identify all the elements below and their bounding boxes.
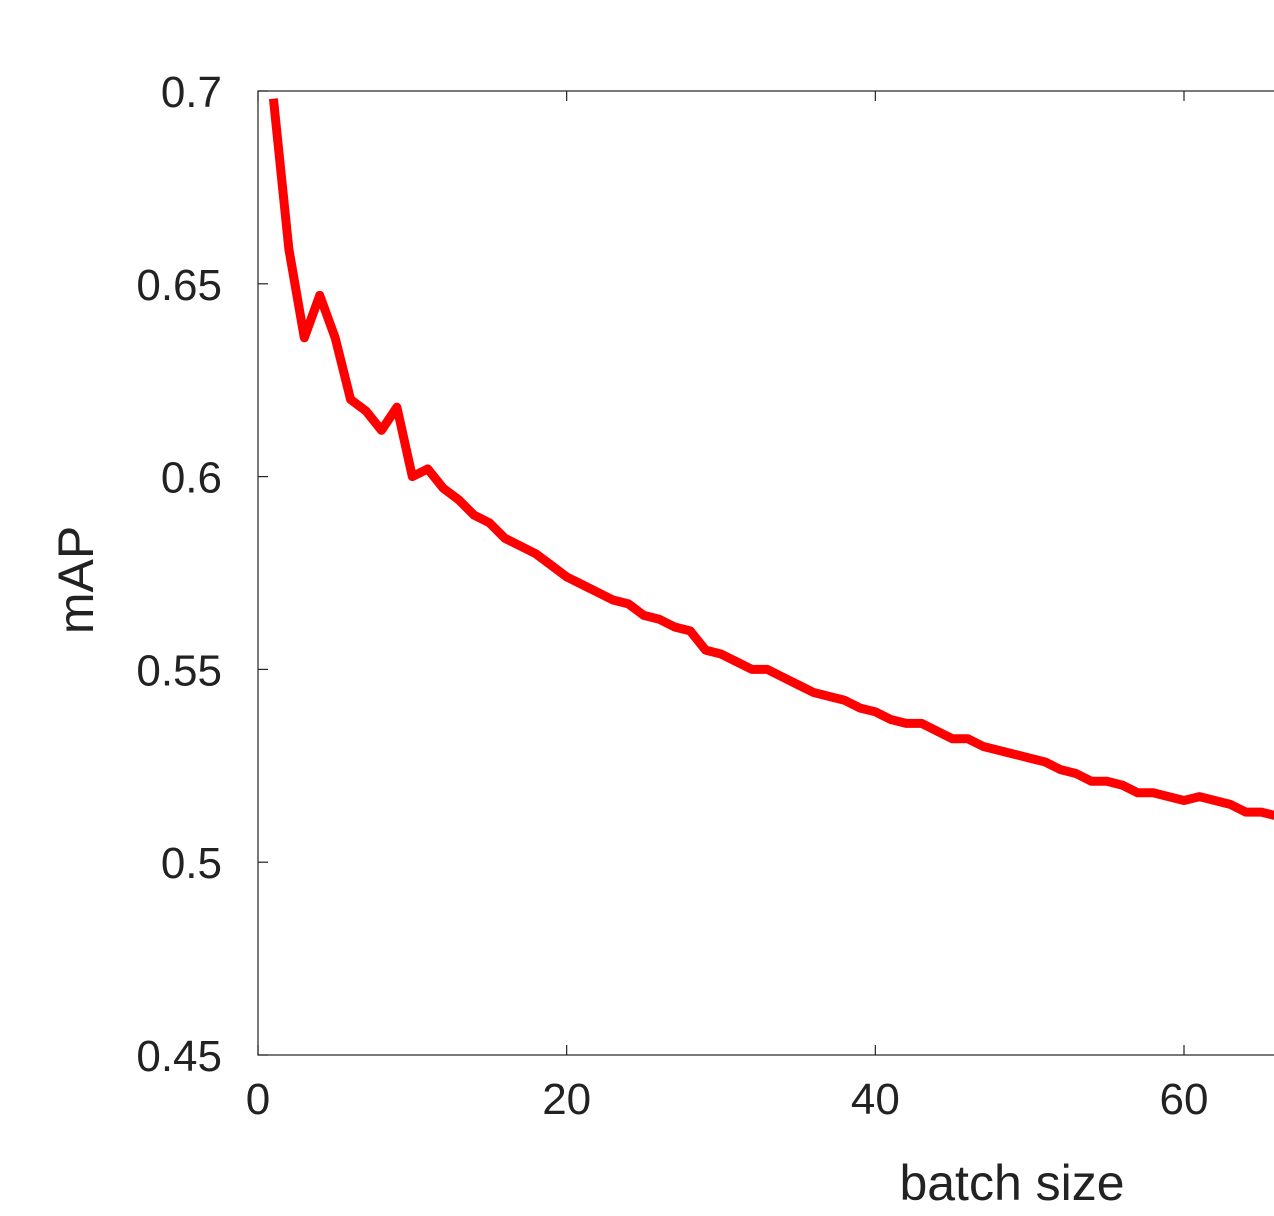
x-tick-label: 20 <box>542 1075 591 1124</box>
data-line <box>268 98 1274 820</box>
y-axis-label: mAP <box>48 526 104 634</box>
y-tick-label: 0.6 <box>161 454 222 503</box>
x-tick-label: 0 <box>246 1075 270 1124</box>
y-tick-label: 0.7 <box>161 68 222 117</box>
y-tick-label: 0.55 <box>136 646 222 695</box>
y-tick-label: 0.45 <box>136 1032 222 1081</box>
plot-frame <box>257 90 1274 1056</box>
x-tick-label: 40 <box>851 1075 900 1124</box>
x-axis-label: batch size <box>899 1155 1124 1211</box>
y-tick-label: 0.65 <box>136 261 222 310</box>
x-tick-label: 60 <box>1160 1075 1209 1124</box>
y-tick-label: 0.5 <box>161 839 222 888</box>
